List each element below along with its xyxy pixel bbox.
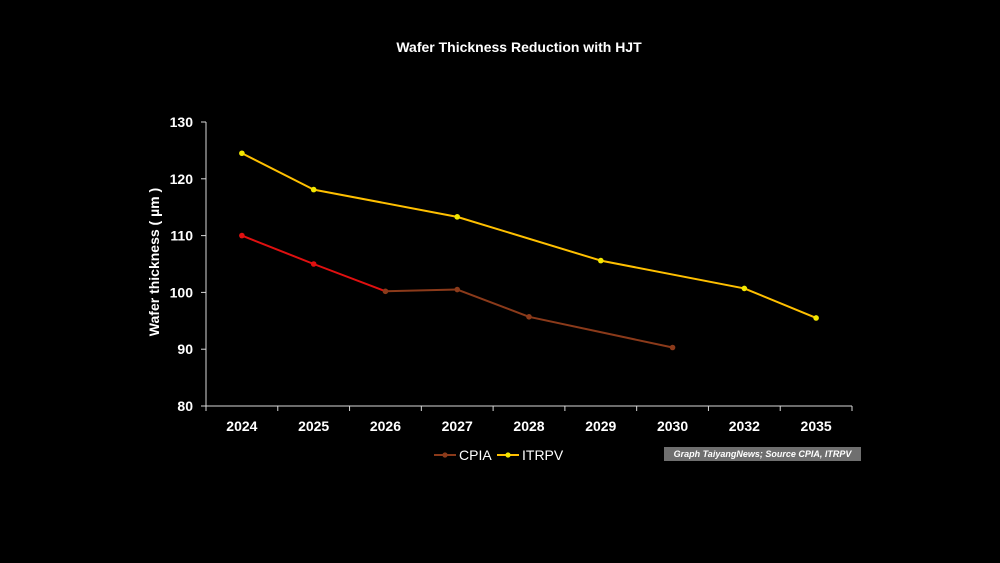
series-line-segment (743, 287, 818, 319)
y-tick-label: 100 (170, 284, 194, 300)
y-tick-label: 90 (177, 341, 193, 357)
legend-item-itrpv: ITRPV (497, 447, 564, 463)
series-line-segment (456, 288, 530, 318)
legend-marker (442, 452, 448, 458)
x-tick-label: 2029 (585, 418, 616, 434)
x-tick-label: 2027 (442, 418, 473, 434)
series-line-segment (240, 152, 315, 191)
legend: CPIA ITRPV (434, 447, 564, 463)
data-point (239, 232, 245, 239)
series-line-segment (312, 263, 387, 293)
series-cpia (239, 232, 676, 351)
data-point (454, 214, 461, 220)
source-note: Graph TaiyangNews; Source CPIA, ITRPV (664, 447, 861, 461)
x-tick-label: 2030 (657, 418, 688, 434)
x-tick-label: 2032 (729, 418, 760, 434)
data-point (382, 288, 389, 295)
legend-label: CPIA (459, 447, 492, 463)
y-ticks: 80 90 100 110 120 130 (170, 114, 206, 414)
x-tick-label: 2024 (226, 418, 257, 434)
y-tick-label: 130 (170, 114, 194, 130)
legend-marker (505, 452, 511, 458)
series-line-segment (240, 234, 315, 265)
y-tick-label: 120 (170, 171, 194, 187)
y-tick-label: 80 (177, 398, 193, 414)
legend-item-cpia: CPIA (434, 447, 492, 463)
chart-title: Wafer Thickness Reduction with HJT (396, 39, 642, 55)
series-layer (239, 150, 819, 351)
x-tick-label: 2026 (370, 418, 401, 434)
data-point (239, 150, 245, 157)
data-point (597, 257, 604, 264)
series-line-segment (599, 259, 746, 290)
data-point (310, 186, 317, 193)
x-tick-label: 2035 (801, 418, 832, 434)
x-tick-label: 2025 (298, 418, 329, 434)
data-point (741, 285, 748, 292)
series-line-segment (456, 215, 602, 262)
series-itrpv (239, 150, 819, 321)
data-point (454, 286, 461, 293)
data-point (813, 315, 819, 321)
series-line-segment (528, 315, 674, 349)
data-point (669, 344, 676, 351)
series-line-segment (384, 288, 459, 293)
x-ticks: 2024 2025 2026 2027 2028 2029 2030 2032 2035 (205, 406, 853, 434)
data-point (526, 314, 532, 320)
y-tick-label: 110 (170, 228, 193, 244)
x-tick-label: 2028 (513, 418, 544, 434)
y-axis-label: Wafer thickness ( µm ) (146, 188, 162, 336)
data-point (310, 261, 317, 267)
series-line-segment (312, 188, 459, 218)
legend-label: ITRPV (522, 447, 564, 463)
